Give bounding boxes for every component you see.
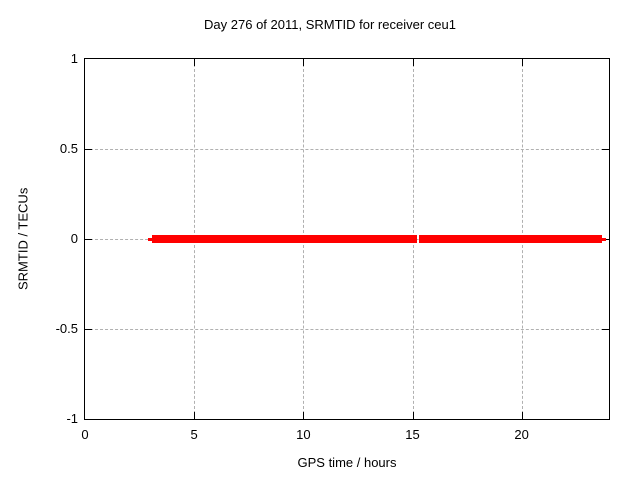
y-gridline [85, 329, 609, 330]
y-tick-label: 0 [70, 231, 78, 246]
x-tick-mark [303, 59, 305, 66]
data-segment [147, 237, 154, 241]
y-tick-label: 1 [70, 51, 78, 66]
x-tick-mark [521, 412, 523, 419]
x-tick-mark [194, 412, 196, 419]
x-tick-mark [521, 59, 523, 66]
x-tick-mark [412, 412, 414, 419]
y-tick-label: -1 [66, 411, 78, 426]
x-tick-label: 20 [514, 427, 529, 442]
chart-title: Day 276 of 2011, SRMTID for receiver ceu… [204, 17, 456, 32]
y-tick-mark [602, 329, 609, 330]
y-tick-mark [85, 239, 92, 240]
data-segment [152, 235, 417, 243]
y-tick-label: -0.5 [55, 321, 78, 336]
y-tick-mark [85, 149, 92, 150]
y-gridline [85, 149, 609, 150]
x-tick-label: 15 [405, 427, 420, 442]
data-segment [600, 237, 607, 241]
y-tick-label: 0.5 [59, 141, 78, 156]
data-segment [419, 235, 602, 243]
x-tick-mark [303, 412, 305, 419]
x-tick-label: 5 [190, 427, 198, 442]
x-axis-title: GPS time / hours [297, 455, 397, 470]
x-tick-label: 0 [81, 427, 89, 442]
plot-area [84, 58, 610, 420]
y-tick-mark [85, 329, 92, 330]
x-tick-mark [412, 59, 414, 66]
x-tick-mark [194, 59, 196, 66]
x-tick-label: 10 [296, 427, 311, 442]
y-tick-mark [602, 149, 609, 150]
